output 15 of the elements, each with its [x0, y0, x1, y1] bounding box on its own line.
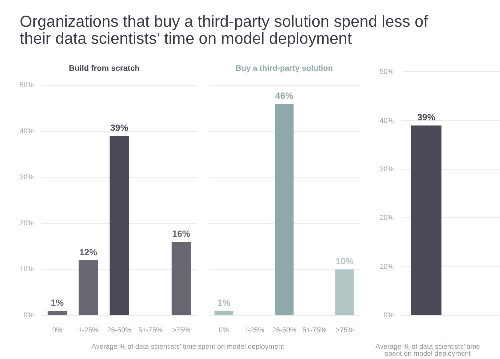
data-label: 10%	[336, 256, 354, 267]
data-label: 16%	[172, 228, 191, 239]
text: Organizations that buy a third-party solution spend less of their data scientists’ time on model deployment	[20, 14, 430, 48]
data-label: 39%	[110, 123, 129, 134]
chart-title: Buy a third-party solution	[236, 64, 334, 74]
bar	[78, 260, 98, 316]
data-label: 39%	[418, 112, 436, 123]
bar	[48, 311, 68, 316]
data-label: 46%	[275, 90, 294, 101]
chart-title: Build from scratch	[69, 64, 140, 74]
data-label: 1%	[218, 298, 231, 308]
bar	[172, 242, 192, 316]
data-label: 12%	[80, 247, 98, 258]
data-label: 1%	[51, 298, 64, 308]
bar	[110, 136, 130, 316]
